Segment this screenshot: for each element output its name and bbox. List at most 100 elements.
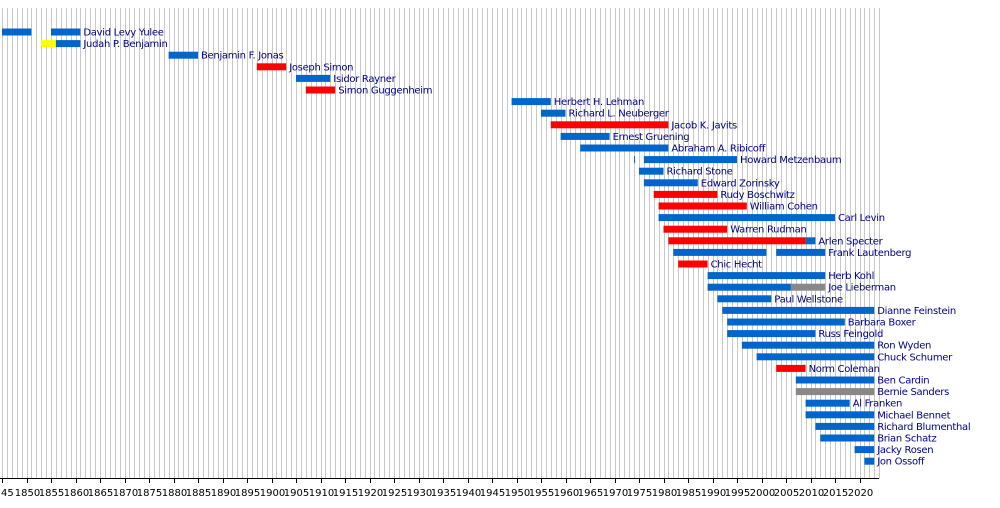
x-tick-label: 1885: [186, 488, 211, 499]
term-bar: [805, 399, 850, 407]
term-bar: [256, 63, 287, 71]
term-bar: [790, 283, 826, 291]
term-bar: [511, 98, 551, 106]
x-tick-label: 1985: [676, 488, 701, 499]
senator-name-label: Russ Feingold: [818, 329, 883, 340]
x-tick-label: 1980: [652, 488, 677, 499]
term-bar: [2, 28, 32, 36]
senator-name-label: Warren Rudman: [730, 225, 806, 236]
term-bar: [541, 109, 566, 117]
term-bar: [550, 121, 669, 129]
senator-name-label: William Cohen: [750, 202, 818, 213]
term-bar: [707, 272, 826, 280]
term-bar: [741, 341, 875, 349]
x-tick-label: 1940: [456, 488, 481, 499]
senator-name-label: Frank Lautenberg: [828, 248, 911, 259]
term-bar: [634, 156, 636, 164]
senator-name-label: Carl Levin: [838, 213, 885, 224]
x-tick-label: 1890: [211, 488, 236, 499]
term-bar: [639, 167, 664, 175]
x-tick-label: 2015: [823, 488, 848, 499]
term-bar: [643, 179, 698, 187]
senator-name-label: Michael Bennet: [877, 410, 950, 421]
term-bar: [51, 28, 81, 36]
x-tick-label: 1910: [309, 488, 334, 499]
senator-name-label: Richard Blumenthal: [877, 422, 970, 433]
senator-name-label: Norm Coleman: [809, 364, 880, 375]
bars: [2, 28, 875, 465]
senator-name-label: Isidor Rayner: [333, 74, 396, 85]
senator-name-label: Brian Schatz: [877, 434, 936, 445]
senator-name-label: Richard L. Neuberger: [569, 109, 670, 120]
term-bar: [854, 446, 875, 454]
term-bar: [580, 144, 669, 152]
term-bar: [820, 434, 875, 442]
senator-name-label: Dianne Feinstein: [877, 306, 956, 317]
senator-name-label: Barbara Boxer: [848, 318, 917, 329]
x-tick-label: 1855: [39, 488, 64, 499]
senator-name-label: Bernie Sanders: [877, 387, 949, 398]
senator-name-label: Joe Lieberman: [827, 283, 896, 294]
x-tick-label: 1900: [260, 488, 285, 499]
term-bar: [41, 40, 56, 48]
x-tick-label: 1970: [603, 488, 628, 499]
term-bar: [776, 248, 826, 256]
x-tick-label: 1935: [431, 488, 456, 499]
senator-name-label: Al Franken: [853, 399, 902, 410]
senator-name-label: Ben Cardin: [877, 376, 929, 387]
term-bar: [678, 260, 708, 268]
senator-name-label: Ernest Gruening: [613, 132, 690, 143]
term-bar: [805, 237, 816, 245]
senator-name-label: Herbert H. Lehman: [554, 97, 644, 108]
senator-name-label: Richard Stone: [667, 167, 733, 178]
x-tick-label: 1870: [113, 488, 138, 499]
x-tick-label: 1930: [407, 488, 432, 499]
term-bar: [795, 376, 875, 384]
senator-name-label: Rudy Boschwitz: [720, 190, 794, 201]
x-tick-label: 1920: [358, 488, 383, 499]
x-tick-label: 1925: [382, 488, 407, 499]
senator-name-label: Jacky Rosen: [876, 445, 933, 456]
x-tick-label: 1875: [137, 488, 162, 499]
senator-name-label: Joseph Simon: [288, 62, 353, 73]
x-tick-label: 1880: [162, 488, 187, 499]
x-tick-label: 1960: [554, 488, 579, 499]
senator-name-label: Chic Hecht: [711, 260, 763, 271]
x-tick-label: 1955: [529, 488, 554, 499]
term-bar: [864, 457, 875, 465]
senator-name-label: Judah P. Benjamin: [82, 39, 167, 50]
senator-name-label: Edward Zorinsky: [701, 178, 780, 189]
x-tick-label: 1950: [505, 488, 530, 499]
term-bar: [168, 51, 198, 59]
senator-name-label: Arlen Specter: [818, 236, 883, 247]
term-bar: [756, 353, 875, 361]
term-bar: [296, 74, 331, 82]
term-bar: [658, 202, 747, 210]
senator-name-label: David Levy Yulee: [83, 28, 163, 39]
term-bar: [795, 388, 875, 396]
x-tick-label: 2020: [848, 488, 873, 499]
x-tick-label: 2010: [799, 488, 824, 499]
senator-name-label: Abraham A. Ribicoff: [671, 144, 765, 155]
x-tick-label: 45: [1, 488, 14, 499]
x-tick-label: 1895: [235, 488, 260, 499]
senator-name-label: Jon Ossoff: [876, 457, 925, 468]
term-bar: [805, 411, 875, 419]
term-bar: [717, 295, 772, 303]
term-bar: [643, 156, 737, 164]
x-tick-label: 1990: [701, 488, 726, 499]
x-tick-label: 1915: [333, 488, 358, 499]
term-bar: [776, 364, 806, 372]
x-tick-label: 1860: [64, 488, 89, 499]
senator-name-label: Benjamin F. Jonas: [201, 51, 284, 62]
senator-name-label: Chuck Schumer: [877, 352, 953, 363]
term-bar: [727, 318, 845, 326]
term-bar: [727, 330, 816, 338]
term-bar: [815, 422, 875, 430]
x-tick-label: 2000: [750, 488, 775, 499]
term-bar: [305, 86, 336, 94]
x-tick-label: 1850: [15, 488, 40, 499]
